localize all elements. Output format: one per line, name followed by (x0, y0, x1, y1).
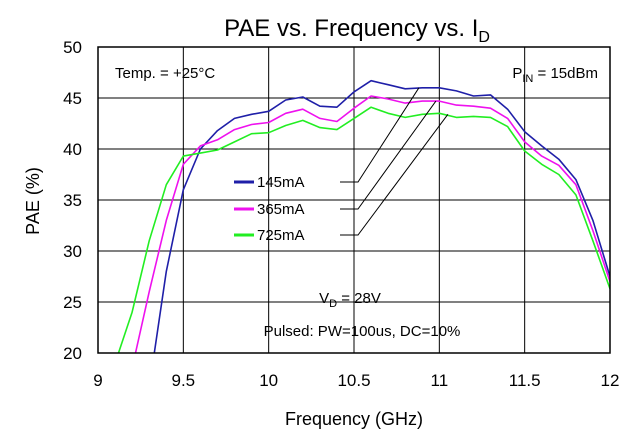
y-tick-label: 45 (63, 89, 82, 108)
y-tick-label: 30 (63, 242, 82, 261)
pin-subscript: IN (522, 73, 533, 85)
vd-main: V (319, 290, 329, 307)
vd-annotation: VD = 28V (319, 290, 381, 310)
legend-leader-365mA (340, 100, 437, 210)
legend-leader-725mA (340, 114, 449, 236)
vd-subscript: D (329, 298, 337, 310)
chart-title: PAE vs. Frequency vs. ID (224, 15, 490, 46)
legend-swatch-725mA (234, 233, 254, 237)
legend-label-145mA: 145mA (257, 174, 305, 191)
x-tick-label: 9.5 (172, 371, 196, 390)
series-line-145mA (153, 79, 610, 353)
series-line-725mA (117, 106, 610, 353)
chart-title-main: PAE vs. Frequency vs. I (224, 15, 478, 42)
legend-swatch-365mA (234, 207, 254, 211)
y-tick-label: 50 (63, 38, 82, 57)
y-tick-label: 40 (63, 140, 82, 159)
plot-area-frame (97, 46, 611, 354)
y-tick-label: 20 (63, 344, 82, 363)
x-tick-label: 10 (259, 371, 278, 390)
legend-swatch-145mA (234, 180, 254, 184)
chart-title-subscript: D (478, 29, 490, 46)
y-tick-label: 35 (63, 191, 82, 210)
series-layer (117, 79, 610, 353)
legend-label-725mA: 725mA (257, 227, 305, 244)
pin-value: = 15dBm (533, 65, 598, 82)
x-tick-label: 10.5 (337, 371, 370, 390)
pulsed-annotation: Pulsed: PW=100us, DC=10% (264, 323, 461, 340)
y-axis-label: PAE (%) (23, 167, 43, 235)
grid-layer (98, 47, 610, 353)
pin-annotation: PIN = 15dBm (512, 65, 598, 85)
temp-annotation: Temp. = +25°C (115, 65, 215, 82)
series-line-365mA (134, 95, 610, 353)
x-tick-label: 11.5 (509, 371, 541, 390)
x-axis-label: Frequency (GHz) (285, 409, 423, 429)
y-tick-label: 25 (63, 293, 82, 312)
legend: 145mA 365mA 725mA (234, 87, 449, 244)
pin-main: P (512, 65, 522, 82)
x-tick-label: 12 (601, 371, 620, 390)
tick-layer: 9 9.5 10 10.5 11 11.5 12 20 25 30 35 40 45 50 (63, 38, 619, 390)
legend-label-365mA: 365mA (257, 201, 305, 218)
x-tick-label: 9 (93, 371, 102, 390)
x-tick-label: 11 (431, 371, 449, 390)
vd-value: = 28V (337, 290, 381, 307)
legend-leader-145mA (340, 87, 420, 183)
